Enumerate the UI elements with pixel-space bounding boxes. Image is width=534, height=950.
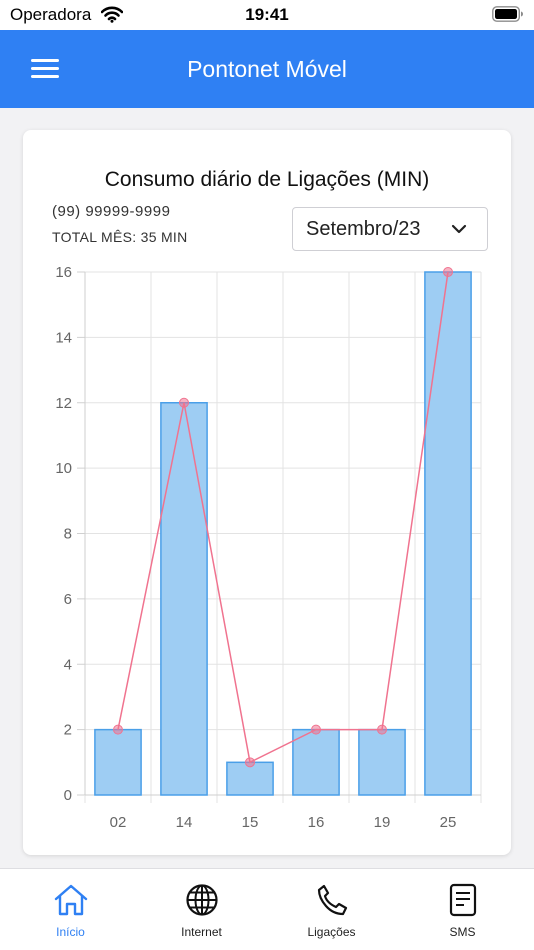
tab-internet[interactable]: Internet — [135, 869, 268, 950]
phone-icon — [315, 883, 349, 922]
chevron-down-icon — [451, 222, 467, 240]
month-select-value: Setembro/23 — [306, 218, 421, 240]
month-select[interactable]: Setembro/23 — [292, 207, 488, 251]
tab-sms[interactable]: SMS — [396, 869, 529, 950]
line-point-16 — [311, 724, 321, 735]
line-point-02 — [113, 724, 123, 735]
month-total: TOTAL MÊS: 35 MIN — [52, 229, 188, 245]
x-tick-label: 19 — [374, 814, 391, 831]
tab-inicio-label: Início — [56, 925, 85, 939]
consumption-card: Consumo diário de Ligações (MIN) (99) 99… — [23, 130, 511, 855]
y-tick-label: 2 — [64, 722, 72, 739]
tab-ligacoes[interactable]: Ligações — [265, 869, 398, 950]
carrier-label: Operadora — [10, 5, 92, 24]
bar-14 — [160, 402, 208, 796]
y-tick-label: 8 — [64, 526, 72, 543]
x-tick-label: 14 — [176, 814, 193, 831]
chart-title: Consumo diário de Ligações (MIN) — [104, 168, 430, 191]
line-series — [117, 271, 449, 764]
tab-ligacoes-label: Ligações — [307, 925, 356, 939]
x-tick-label: 02 — [110, 814, 127, 831]
wifi-icon — [100, 6, 124, 28]
tab-internet-label: Internet — [181, 925, 222, 939]
y-tick-label: 0 — [64, 787, 72, 804]
line-point-25 — [443, 267, 453, 277]
globe-icon — [185, 883, 219, 922]
bar-25 — [424, 271, 472, 796]
battery-icon — [492, 6, 524, 27]
x-tick-label: 15 — [242, 814, 259, 831]
line-point-15 — [245, 757, 255, 768]
y-tick-label: 10 — [55, 460, 72, 477]
y-tick-label: 16 — [55, 264, 72, 281]
phone-number: (99) 99999-9999 — [52, 203, 171, 220]
app-header: Pontonet Móvel — [0, 30, 534, 108]
status-bar: Operadora 19:41 — [0, 0, 534, 30]
bar-19 — [358, 728, 406, 796]
tab-sms-label: SMS — [449, 925, 476, 939]
sms-document-icon — [448, 883, 478, 922]
app-title: Pontonet Móvel — [187, 56, 347, 82]
x-tick-label: 25 — [440, 814, 457, 831]
y-tick-label: 4 — [64, 656, 72, 673]
bar-16 — [292, 728, 340, 796]
x-tick-label: 16 — [308, 814, 325, 831]
bar-15 — [226, 761, 274, 796]
status-time: 19:41 — [245, 5, 289, 24]
y-tick-label: 6 — [64, 591, 72, 608]
line-point-14 — [179, 397, 189, 408]
home-icon — [53, 883, 89, 922]
tab-inicio[interactable]: Início — [4, 869, 137, 950]
bar-02 — [94, 728, 142, 796]
line-point-19 — [377, 724, 387, 735]
hamburger-menu-icon[interactable] — [28, 54, 62, 84]
y-tick-label: 14 — [55, 329, 72, 346]
bottom-tab-bar: Início Internet Ligações — [0, 868, 534, 950]
y-tick-label: 12 — [55, 395, 72, 412]
